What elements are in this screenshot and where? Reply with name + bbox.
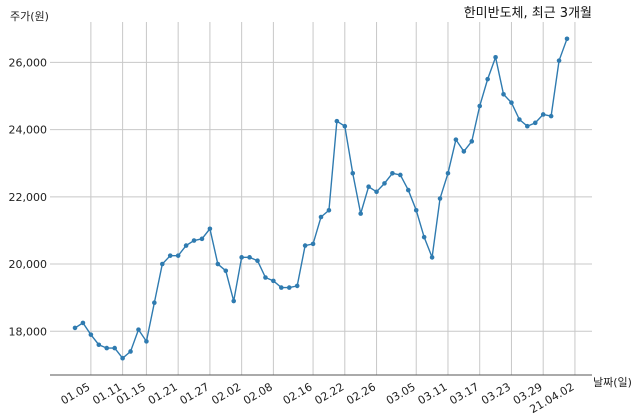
data-point [294,283,300,289]
x-tick-label: 02.22 [313,380,347,407]
data-point [120,355,125,361]
data-point [279,285,284,290]
data-point [525,123,530,129]
data-point [556,58,562,63]
data-point [350,170,356,176]
data-point [532,120,538,126]
y-tick-label: 22,000 [9,191,48,204]
data-point [72,325,78,331]
data-point [390,170,395,176]
data-point [159,261,165,267]
grid [50,22,592,375]
data-point [255,258,260,263]
data-point [437,196,443,201]
data-point [445,170,451,176]
data-point [413,207,419,213]
data-point [421,234,427,240]
data-point [199,236,205,242]
data-point [318,214,324,220]
data-point [271,278,276,284]
data-point [231,298,237,304]
x-tick-label: 02.08 [241,380,275,407]
data-point [104,345,110,351]
data-point [286,285,292,290]
x-tick-label: 01.21 [146,380,180,407]
data-point [207,226,213,232]
x-tick-label: 02.02 [209,380,243,407]
y-tick-label: 26,000 [9,56,48,69]
data-point [485,76,490,82]
labels: 주가(원) 한미반도체, 최근 3개월 날짜(일) [10,6,632,389]
data-point [215,261,221,267]
y-tick-label: 18,000 [9,325,48,338]
data-point [469,139,475,144]
x-tick-label: 01.27 [178,380,212,407]
data-point [477,103,483,109]
data-point [191,238,197,243]
x-axis-label: 날짜(일) [593,375,632,389]
data-point [128,349,133,354]
price-series-line [74,38,568,360]
series-layer [72,36,570,361]
data-point [96,342,102,348]
chart-title: 한미반도체, 최근 3개월 [464,6,592,21]
x-tick-label: 03.23 [479,380,513,407]
data-point [80,320,86,326]
data-point [398,172,403,178]
data-point [358,211,363,216]
data-point [302,243,308,248]
data-point [263,275,268,280]
data-point [136,327,141,332]
data-point [247,255,252,260]
data-point [493,55,498,60]
data-point [366,184,371,190]
data-point [152,300,157,306]
data-point [517,117,522,122]
x-tick-label: 03.11 [416,380,450,407]
data-point [374,189,379,195]
data-point [239,255,244,260]
data-point [334,118,340,124]
x-tick-label: 02.16 [281,380,315,407]
data-point [88,332,94,337]
data-point [144,339,149,344]
x-tick-label: 03.05 [384,380,418,407]
data-point [183,243,189,248]
data-point [223,268,229,274]
data-point [453,137,459,142]
data-point [326,207,332,213]
data-point [564,36,570,42]
data-point [509,100,514,105]
y-axis-label: 주가(원) [10,10,49,23]
x-tick-label: 03.17 [447,380,481,407]
data-point [342,123,348,129]
data-point [540,112,546,117]
data-point [548,113,554,119]
data-point [310,241,316,247]
data-point [461,149,467,154]
y-tick-label: 20,000 [9,258,48,271]
data-point [405,187,411,193]
y-tick-label: 24,000 [9,124,48,137]
axes: 18,00020,00022,00024,00026,00001.0501.11… [9,56,592,414]
data-point [112,345,117,351]
data-point [167,253,173,258]
data-point [501,91,506,97]
x-tick-label: 02.26 [344,380,378,407]
data-point [175,253,181,258]
data-point [382,181,387,186]
data-point [429,255,435,260]
x-tick-label: 01.05 [59,380,93,407]
